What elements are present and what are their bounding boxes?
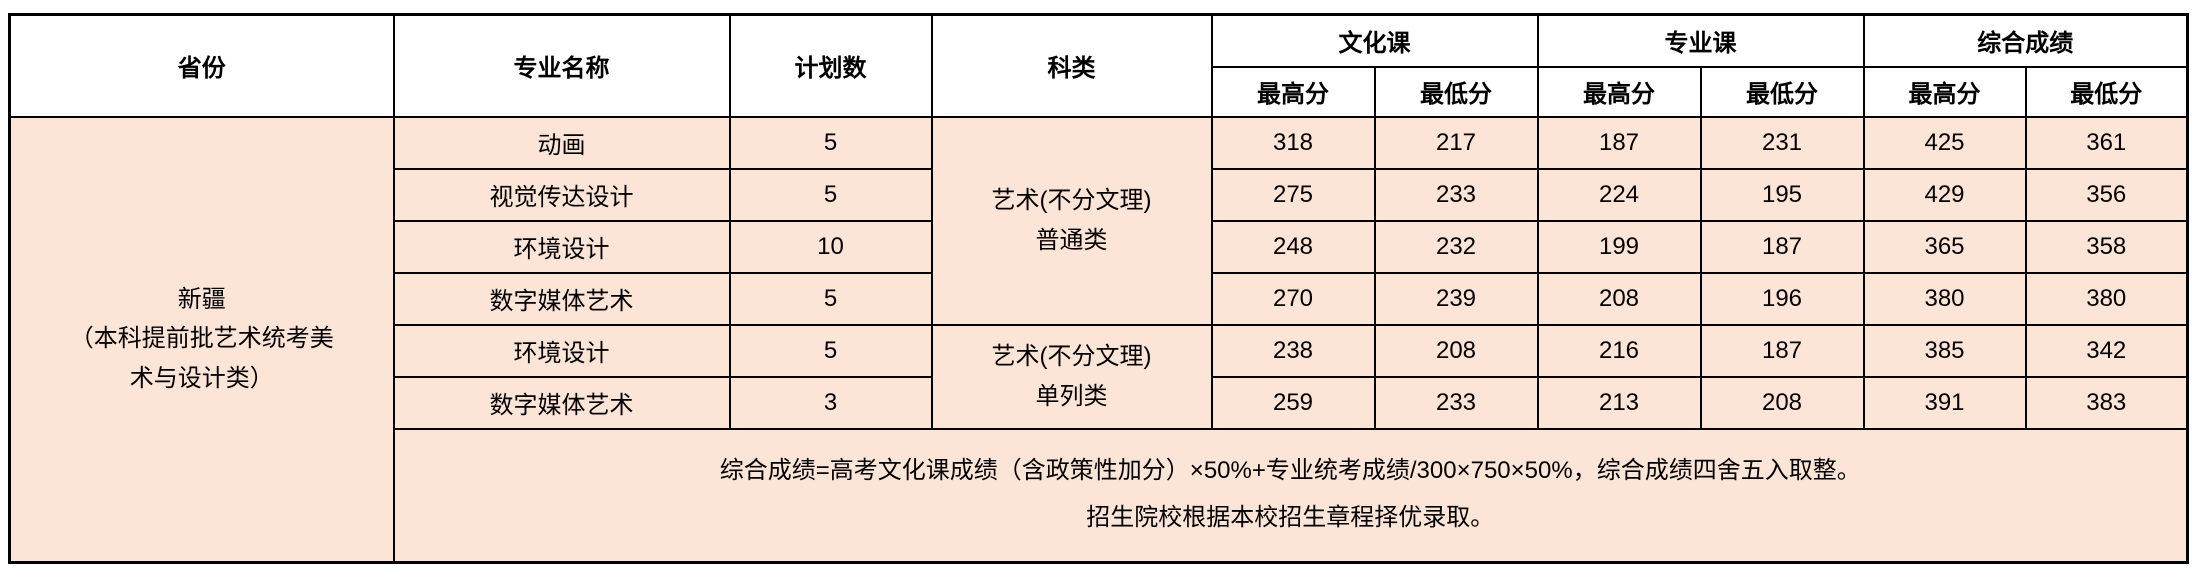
professional-min-cell: 196	[1699, 271, 1865, 326]
comprehensive-score-note: 综合成绩=高考文化课成绩（含政策性加分）×50%+专业统考成绩/300×750×…	[392, 427, 2189, 564]
plan-cell: 5	[728, 271, 933, 326]
comprehensive-max-cell: 385	[1862, 323, 2027, 378]
culture-max-cell: 238	[1210, 323, 1376, 378]
professional-min-cell: 195	[1699, 167, 1865, 222]
header-professional-min: 最低分	[1699, 65, 1865, 118]
professional-max-cell: 187	[1536, 115, 1702, 170]
header-category: 科类	[930, 13, 1213, 118]
plan-cell: 3	[728, 375, 933, 430]
comprehensive-min-cell: 358	[2024, 219, 2189, 274]
culture-min-cell: 233	[1373, 167, 1539, 222]
culture-max-cell: 248	[1210, 219, 1376, 274]
comprehensive-min-cell: 380	[2024, 271, 2189, 326]
professional-max-cell: 199	[1536, 219, 1702, 274]
professional-min-cell: 208	[1699, 375, 1865, 430]
table-row: 数字媒体艺术 3 259 233 213 208 391 383	[10, 375, 2189, 430]
comprehensive-min-cell: 383	[2024, 375, 2189, 430]
culture-max-cell: 318	[1210, 115, 1376, 170]
plan-cell: 5	[728, 115, 933, 170]
header-culture-group: 文化课	[1210, 13, 1539, 68]
professional-max-cell: 213	[1536, 375, 1702, 430]
culture-min-cell: 233	[1373, 375, 1539, 430]
plan-cell: 5	[728, 323, 933, 378]
header-row-groups: 省份 专业名称 计划数 科类 文化课 专业课 综合成绩	[8, 13, 2189, 118]
comprehensive-max-cell: 365	[1862, 219, 2027, 274]
table-row: 视觉传达设计 5 275 233 224 195 429 356	[10, 167, 2189, 222]
comprehensive-max-cell: 380	[1862, 271, 2027, 326]
professional-max-cell: 208	[1536, 271, 1702, 326]
major-cell: 视觉传达设计	[392, 167, 731, 222]
culture-min-cell: 208	[1373, 323, 1539, 378]
category-cell-separate: 艺术(不分文理) 单列类	[930, 323, 1213, 430]
professional-max-cell: 224	[1536, 167, 1702, 222]
table-row: 数字媒体艺术 5 270 239 208 196 380 380	[10, 271, 2189, 326]
major-cell: 动画	[392, 115, 731, 170]
professional-min-cell: 187	[1699, 323, 1865, 378]
comprehensive-min-cell: 342	[2024, 323, 2189, 378]
major-cell: 数字媒体艺术	[392, 271, 731, 326]
professional-min-cell: 187	[1699, 219, 1865, 274]
header-culture-min: 最低分	[1373, 65, 1539, 118]
culture-max-cell: 275	[1210, 167, 1376, 222]
header-row-sub: 最高分 最低分 最高分 最低分 最高分 最低分	[10, 65, 2189, 118]
professional-max-cell: 216	[1536, 323, 1702, 378]
culture-min-cell: 217	[1373, 115, 1539, 170]
province-cell: 新疆 （本科提前批艺术统考美 术与设计类）	[8, 115, 395, 564]
header-comprehensive-group: 综合成绩	[1862, 13, 2189, 68]
header-culture-max: 最高分	[1210, 65, 1376, 118]
admission-score-table: 省份 专业名称 计划数 科类 文化课 专业课 综合成绩 最高分 最低分 最高分 …	[8, 13, 2189, 564]
comprehensive-max-cell: 429	[1862, 167, 2027, 222]
table-row: 新疆 （本科提前批艺术统考美 术与设计类） 动画 5 艺术(不分文理) 普通类 …	[8, 115, 2189, 564]
category-cell-general: 艺术(不分文理) 普通类	[930, 115, 1213, 326]
comprehensive-min-cell: 356	[2024, 167, 2189, 222]
comprehensive-min-cell: 361	[2024, 115, 2189, 170]
comprehensive-max-cell: 425	[1862, 115, 2027, 170]
table-row: 环境设计 5 艺术(不分文理) 单列类 238 208 216 187 385 …	[10, 323, 2189, 430]
header-plan: 计划数	[728, 13, 933, 118]
comprehensive-max-cell: 391	[1862, 375, 2027, 430]
plan-cell: 10	[728, 219, 933, 274]
header-comprehensive-min: 最低分	[2024, 65, 2189, 118]
major-cell: 环境设计	[392, 219, 731, 274]
culture-max-cell: 270	[1210, 271, 1376, 326]
major-cell: 数字媒体艺术	[392, 375, 731, 430]
header-comprehensive-max: 最高分	[1862, 65, 2027, 118]
header-province: 省份	[8, 13, 395, 118]
culture-min-cell: 232	[1373, 219, 1539, 274]
header-major: 专业名称	[392, 13, 731, 118]
major-cell: 环境设计	[392, 323, 731, 378]
culture-max-cell: 259	[1210, 375, 1376, 430]
culture-min-cell: 239	[1373, 271, 1539, 326]
header-professional-max: 最高分	[1536, 65, 1702, 118]
plan-cell: 5	[728, 167, 933, 222]
professional-min-cell: 231	[1699, 115, 1865, 170]
table-row: 环境设计 10 248 232 199 187 365 358	[10, 219, 2189, 274]
header-professional-group: 专业课	[1536, 13, 1865, 68]
note-row: 综合成绩=高考文化课成绩（含政策性加分）×50%+专业统考成绩/300×750×…	[10, 427, 2189, 564]
